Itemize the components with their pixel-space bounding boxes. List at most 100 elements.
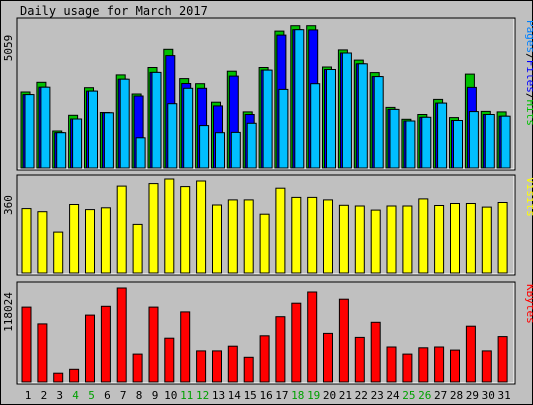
x-tick-label: 4	[72, 389, 79, 402]
visits-panel-max-label: 360	[2, 195, 15, 215]
x-tick-label: 1	[25, 389, 32, 402]
kbytes-panel-bar-kbytes	[402, 353, 413, 383]
hits-panel-bar-pages	[326, 69, 336, 169]
ylabel-part: Files	[524, 60, 533, 93]
hits-panel-bar-pages	[40, 86, 51, 169]
visits-panel-bar-visits	[21, 208, 32, 274]
x-tick-label: 30	[482, 389, 495, 402]
visits-panel-bar-visits	[275, 187, 286, 274]
visits-panel-bar-visits	[465, 203, 476, 274]
kbytes-panel-bar-kbytes	[465, 325, 476, 383]
kbytes-panel-bar-kbytes	[227, 345, 238, 383]
visits-panel-bar-visits	[450, 203, 460, 274]
visits-panel-bar-visits	[69, 204, 80, 274]
x-tick-label: 25	[402, 389, 415, 402]
kbytes-panel-bar-kbytes	[481, 350, 492, 383]
x-tick-label: 29	[466, 389, 479, 402]
visits-panel-bar-visits	[196, 180, 207, 274]
visits-panel-bar-visits	[100, 207, 111, 274]
hits-panel-bar-pages	[453, 120, 463, 169]
hits-panel-bar-pages	[421, 116, 432, 169]
hits-panel-bar-pages	[246, 122, 257, 169]
kbytes-panel-bar-kbytes	[386, 346, 397, 383]
x-tick-label: 11	[180, 389, 193, 402]
x-tick-label: 31	[497, 389, 510, 402]
kbytes-panel-bar-kbytes	[69, 368, 80, 383]
hits-panel-bar-pages	[389, 108, 400, 169]
x-tick-label: 20	[323, 389, 336, 402]
ylabel-part: Hits	[524, 100, 533, 127]
kbytes-panel-bar-kbytes	[259, 335, 270, 383]
hits-panel-bar-pages	[310, 83, 321, 169]
ylabel-part: Pages	[524, 20, 533, 53]
visits-panel-bar-visits	[497, 202, 508, 274]
hits-panel-bar-pages	[230, 131, 241, 169]
x-tick-label: 12	[196, 389, 209, 402]
visits-panel-bar-visits	[434, 205, 445, 274]
visits-panel-bar-visits	[53, 231, 64, 274]
visits-panel-bar-visits	[85, 209, 95, 274]
kbytes-panel-bar-kbytes	[116, 287, 127, 383]
hits-panel-bar-pages	[405, 120, 416, 169]
hits-panel-bar-pages	[72, 118, 83, 169]
visits-panel-bar-visits	[418, 198, 429, 274]
visits-panel-bar-visits	[402, 205, 413, 274]
visits-panel-bar-visits	[212, 204, 222, 274]
kbytes-panel-bar-kbytes	[37, 323, 48, 383]
visits-panel-bar-visits	[259, 213, 270, 274]
kbytes-panel-bar-kbytes	[164, 337, 175, 383]
x-tick-label: 3	[56, 389, 63, 402]
hits-panel-bar-pages	[215, 132, 225, 169]
kbytes-panel-bar-kbytes	[180, 311, 191, 383]
x-tick-label: 14	[228, 389, 242, 402]
hits-panel-bar-pages	[294, 29, 305, 169]
hits-panel-bar-pages	[262, 69, 273, 169]
visits-panel-bar-visits	[291, 196, 302, 274]
hits-panel-bar-pages	[135, 137, 146, 169]
visits-panel-bar-visits	[386, 205, 397, 274]
hits-panel-bar-pages	[183, 87, 194, 169]
visits-panel-bar-visits	[323, 199, 333, 274]
x-tick-label: 26	[418, 389, 431, 402]
hits-panel-bar-pages	[56, 132, 67, 169]
ylabel-part: /	[524, 53, 533, 60]
kbytes-panel-bar-kbytes	[450, 349, 460, 383]
visits-panel-bar-visits	[354, 205, 365, 274]
ylabel-part: /	[524, 93, 533, 100]
x-tick-label: 7	[120, 389, 127, 402]
kbytes-panel-bar-kbytes	[338, 298, 349, 383]
kbytes-panel-bar-kbytes	[354, 336, 365, 383]
hits-panel-bar-pages	[357, 63, 368, 169]
hits-panel-bar-pages	[484, 114, 495, 169]
visits-panel-bar-visits	[132, 223, 143, 274]
visits-panel-bar-visits	[148, 183, 159, 274]
visits-panel-bar-visits	[37, 211, 48, 274]
visits-panel-bar-visits	[116, 185, 127, 274]
x-tick-label: 6	[104, 389, 111, 402]
x-tick-label: 2	[41, 389, 48, 402]
kbytes-panel-ylabel: KBytes	[524, 284, 533, 324]
kbytes-panel-bar-kbytes	[85, 314, 95, 383]
x-tick-label: 5	[88, 389, 95, 402]
kbytes-panel-bar-kbytes	[196, 350, 207, 383]
x-tick-label: 27	[434, 389, 447, 402]
kbytes-panel-bar-kbytes	[291, 302, 302, 383]
hits-panel-bar-pages	[500, 115, 511, 169]
hits-panel-bar-pages	[119, 78, 130, 169]
hits-panel-bar-pages	[151, 71, 162, 169]
x-tick-label: 17	[275, 389, 288, 402]
hits-ylabel: Pages/Files/Hits	[524, 20, 533, 126]
x-tick-label: 8	[136, 389, 143, 402]
x-tick-label: 15	[244, 389, 257, 402]
x-tick-label: 22	[355, 389, 368, 402]
kbytes-panel-bar-kbytes	[53, 372, 64, 383]
x-tick-label: 18	[291, 389, 304, 402]
x-tick-label: 13	[212, 389, 225, 402]
visits-panel-bar-visits	[338, 204, 349, 274]
kbytes-panel-bar-kbytes	[370, 321, 381, 383]
kbytes-panel-frame	[16, 281, 516, 385]
hits-panel-bar-pages	[437, 102, 448, 169]
hits-panel-bar-pages	[167, 103, 178, 169]
